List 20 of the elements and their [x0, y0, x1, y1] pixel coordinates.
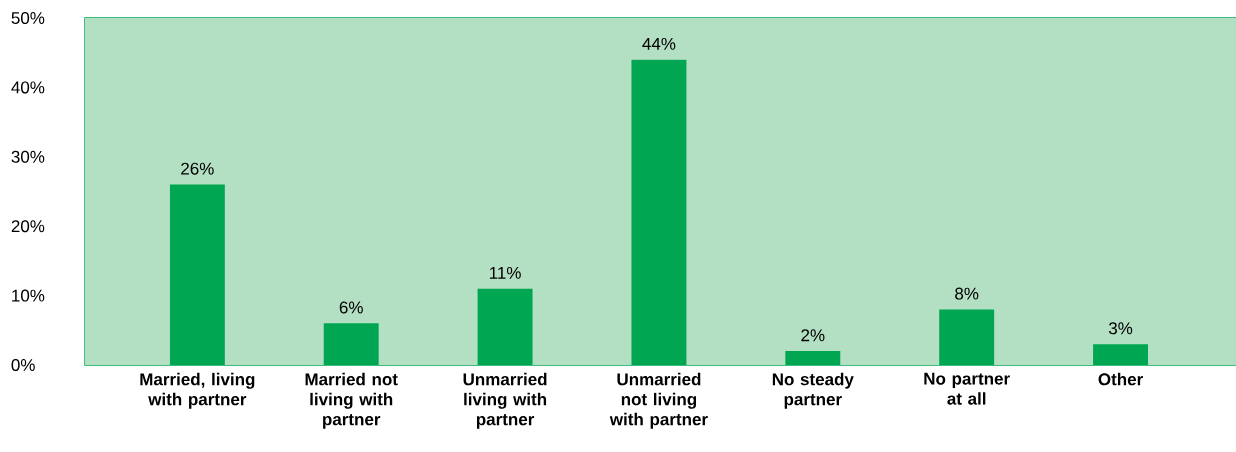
x-tick-label: Married not living with partner — [305, 372, 398, 429]
data-label: 44% — [642, 37, 676, 50]
data-label: 3% — [1108, 322, 1133, 335]
y-tick-label: 30% — [11, 150, 45, 163]
data-label: 6% — [339, 301, 363, 314]
data-label: 8% — [955, 287, 979, 300]
data-label: 26% — [181, 162, 214, 175]
x-tick-label: No steady partner — [772, 372, 854, 409]
y-tick-label: 40% — [11, 81, 45, 94]
y-tick-label: 20% — [11, 220, 45, 233]
x-tick-label: Married, living with partner — [140, 372, 255, 409]
y-tick-label: 0% — [11, 358, 35, 372]
data-label: 11% — [490, 266, 521, 279]
y-tick-label: 10% — [12, 289, 45, 302]
data-label: 2% — [801, 329, 825, 342]
x-tick-label: No partner at all — [924, 372, 1010, 405]
x-tick-label: Other — [1098, 372, 1143, 386]
x-tick-label: Unmarried living with partner — [463, 372, 547, 429]
y-tick-label: 50% — [11, 11, 45, 25]
x-tick-label: Unmarried not living with partner — [609, 372, 708, 429]
